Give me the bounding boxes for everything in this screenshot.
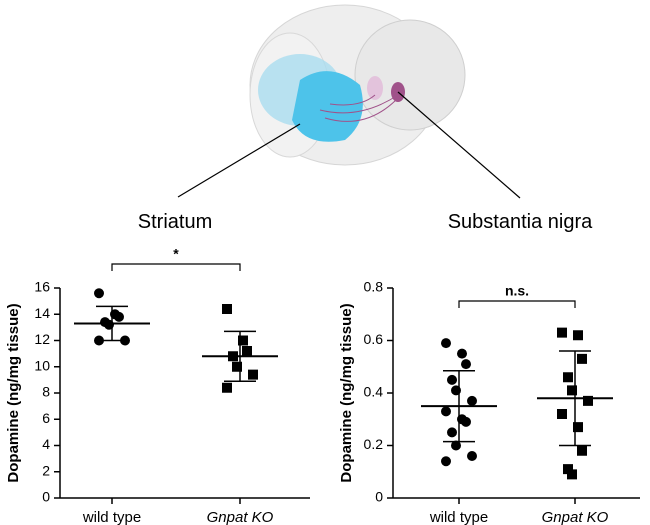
- y-tick-label: 10: [34, 357, 50, 373]
- data-point: [222, 304, 232, 314]
- data-point: [467, 395, 477, 406]
- y-tick-label: 0.4: [364, 384, 384, 400]
- data-point: [461, 359, 471, 370]
- y-tick-label: 16: [34, 279, 50, 295]
- data-point: [242, 346, 252, 356]
- y-axis-title: Dopamine (ng/mg tissue): [5, 303, 22, 482]
- data-point: [461, 416, 471, 427]
- data-point: [563, 372, 573, 383]
- y-tick-label: 12: [34, 331, 50, 347]
- data-point: [238, 335, 248, 346]
- data-point: [573, 330, 583, 341]
- region-label: Striatum: [138, 211, 212, 233]
- data-point: [567, 469, 577, 480]
- y-tick-label: 0.6: [364, 331, 384, 347]
- data-point: [94, 288, 104, 299]
- data-point: [567, 385, 577, 396]
- brain-illustration: [177, 4, 521, 199]
- y-tick-label: 8: [42, 384, 50, 400]
- significance-bracket: [458, 300, 576, 308]
- y-tick-label: 0: [42, 489, 50, 505]
- y-tick-label: 0.2: [364, 436, 384, 452]
- data-point: [557, 327, 567, 338]
- significance-bracket: [111, 263, 241, 271]
- data-point: [577, 445, 587, 456]
- data-point: [467, 451, 477, 461]
- y-tick-label: 0.8: [364, 279, 384, 295]
- data-point: [441, 406, 451, 417]
- y-tick-label: 4: [42, 436, 50, 452]
- data-point: [441, 338, 451, 349]
- significance-label: *: [173, 246, 179, 262]
- region-label: Substantia nigra: [448, 211, 593, 233]
- x-tick-label: wild type: [82, 509, 141, 525]
- x-tick-label: Gnpat KO: [542, 509, 609, 525]
- data-point: [451, 440, 461, 451]
- data-point: [577, 353, 587, 364]
- data-point: [248, 369, 258, 380]
- y-tick-label: 14: [34, 305, 50, 321]
- y-tick-label: 0: [375, 489, 383, 505]
- data-point: [447, 427, 457, 438]
- x-tick-label: wild type: [429, 509, 488, 525]
- data-point: [457, 348, 467, 359]
- data-point: [563, 464, 573, 475]
- y-axis-title: Dopamine (ng/mg tissue): [338, 303, 355, 482]
- data-point: [447, 374, 457, 385]
- x-tick-label: Gnpat KO: [207, 509, 274, 525]
- data-point: [222, 382, 232, 393]
- data-point: [232, 361, 242, 372]
- data-point: [441, 456, 451, 467]
- data-point: [583, 395, 593, 406]
- data-point: [573, 422, 583, 433]
- y-tick-label: 2: [42, 462, 50, 478]
- data-point: [557, 409, 567, 419]
- data-point: [114, 311, 124, 322]
- y-tick-label: 6: [42, 410, 50, 426]
- significance-label: n.s.: [505, 283, 529, 299]
